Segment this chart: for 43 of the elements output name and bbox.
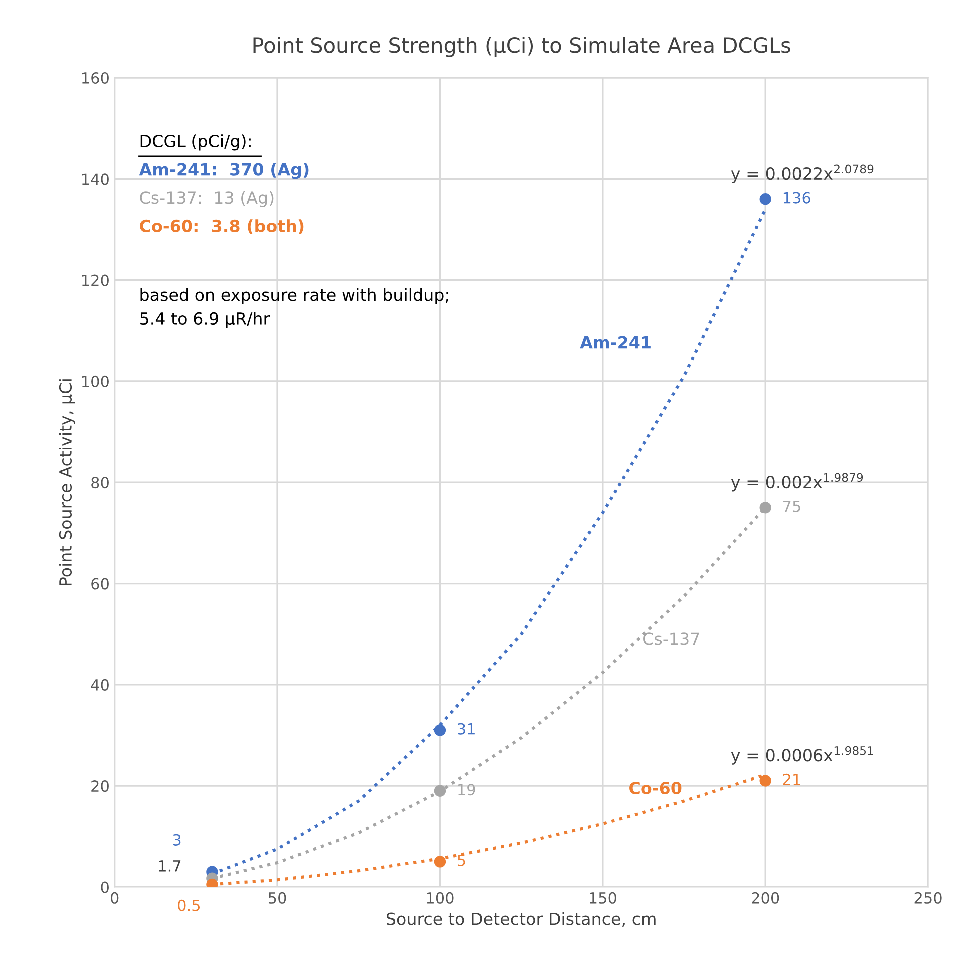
annotation: Am-241: 370 (Ag) xyxy=(139,162,309,180)
chart-title: Point Source Strength (µCi) to Simulate Area DCGLs xyxy=(254,37,790,58)
point xyxy=(760,775,772,787)
annotation: Co-60: 3.8 (both) xyxy=(140,220,304,234)
data-label: 1.7 xyxy=(159,860,181,872)
point xyxy=(434,856,446,868)
annotation: y = 0.0022x$^{2.0789}$ xyxy=(731,164,874,184)
data-label: 3 xyxy=(173,834,181,846)
x-tick-label: 50 xyxy=(268,892,286,904)
point xyxy=(760,194,772,206)
y-tick-label: 160 xyxy=(82,72,109,84)
point xyxy=(760,502,772,514)
y-tick-label: 80 xyxy=(92,477,109,489)
data-label: 0.5 xyxy=(178,900,200,912)
point xyxy=(434,785,446,797)
y-tick-label: 60 xyxy=(92,578,109,590)
x-tick-label: 0 xyxy=(110,892,119,904)
y-tick-label: 0 xyxy=(101,882,109,894)
x-tick-label: 150 xyxy=(590,892,616,904)
annotation: DCGL (pCi/g): xyxy=(140,134,251,151)
x-tick-label: 200 xyxy=(752,892,780,904)
x-tick-label: 250 xyxy=(914,892,942,904)
annotation: y = 0.002x$^{1.9879}$ xyxy=(731,473,864,492)
y-tick-label: 20 xyxy=(92,780,109,792)
data-label: 31 xyxy=(458,723,475,735)
series-label: Co-60 xyxy=(630,782,682,795)
annotation: y = 0.0006x$^{1.9851}$ xyxy=(731,746,874,765)
y-tick-label: 120 xyxy=(82,274,109,286)
data-label: 19 xyxy=(458,784,476,796)
series-label: Cs-137 xyxy=(644,632,700,646)
data-label: 75 xyxy=(784,500,800,512)
x-axis-title: Source to Detector Distance, cm xyxy=(386,912,656,928)
annotation: based on exposure rate with buildup; 5.4 to 6.9 µR/hr xyxy=(140,288,448,328)
y-tick-label: 40 xyxy=(91,679,109,691)
y-tick-label: 140 xyxy=(82,174,109,186)
data-label: 136 xyxy=(784,192,810,204)
data-label: 21 xyxy=(783,774,800,786)
annotation: Cs-137: 13 (Ag) xyxy=(140,191,274,208)
x-tick-label: 100 xyxy=(427,892,454,904)
point xyxy=(434,724,446,736)
text: Am-241 xyxy=(580,336,651,349)
y-axis-title: Point Source Activity, µCi xyxy=(59,380,76,586)
y-tick-label: 100 xyxy=(82,376,109,388)
